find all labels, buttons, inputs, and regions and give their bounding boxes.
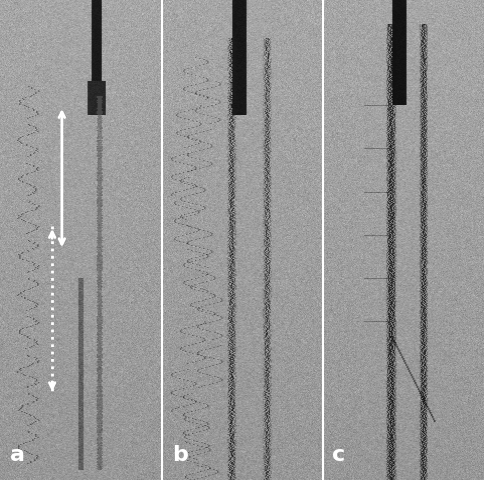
Text: c: c bbox=[332, 445, 345, 465]
Text: a: a bbox=[10, 445, 25, 465]
Text: b: b bbox=[172, 445, 188, 465]
